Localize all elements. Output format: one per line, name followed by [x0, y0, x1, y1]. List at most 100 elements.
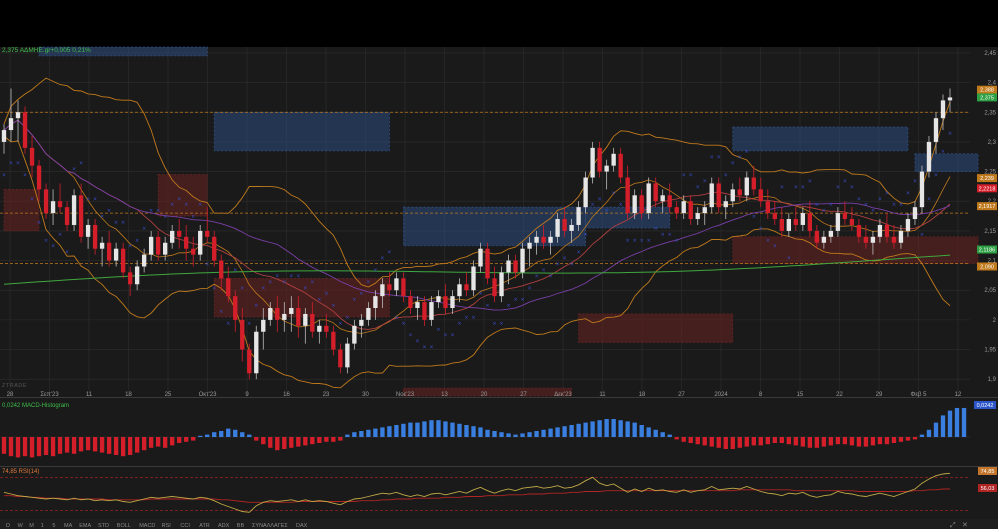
ma50-line — [3, 119, 951, 311]
sar-point: × — [598, 196, 602, 202]
candle-body — [737, 189, 742, 196]
macd-panel — [0, 398, 998, 466]
sar-point: × — [275, 273, 279, 279]
candle-body — [814, 230, 820, 243]
sar-point: × — [219, 309, 223, 315]
macd-bar — [534, 431, 539, 437]
macd-bar — [625, 421, 630, 437]
candle-body — [583, 177, 588, 208]
x-tick-label: 18 — [639, 392, 646, 398]
sar-point: × — [892, 202, 896, 208]
candle-body — [744, 177, 749, 196]
toolbar-item[interactable]: M — [29, 523, 34, 529]
toolbar-item[interactable]: D — [6, 523, 10, 529]
sar-point: × — [331, 303, 335, 309]
sar-point: × — [906, 190, 910, 196]
sar-point: × — [534, 273, 538, 279]
macd-bar — [821, 437, 827, 447]
candle-body — [618, 153, 623, 178]
toolbar-item[interactable]: ADX — [218, 523, 230, 529]
candle-body — [688, 201, 693, 220]
candle-body — [457, 284, 462, 297]
macd-bar — [926, 429, 932, 437]
candle-body — [604, 165, 609, 172]
macd-bar — [177, 437, 182, 443]
zone-support — [157, 174, 208, 217]
macd-bar — [933, 422, 939, 437]
expand-icon[interactable]: ⤢ — [950, 522, 956, 529]
macd-bar — [478, 427, 483, 437]
toolbar-item[interactable]: RSI — [162, 523, 172, 529]
sar-point: × — [254, 303, 258, 309]
candle-body — [50, 201, 56, 214]
x-tick-label: 28 — [7, 392, 14, 398]
candle-body — [338, 349, 343, 368]
candle-body — [534, 236, 539, 243]
toolbar-item[interactable]: EMA — [79, 523, 91, 529]
sar-point: × — [759, 226, 763, 232]
sar-point: × — [541, 267, 545, 273]
zone-support — [213, 277, 390, 318]
x-tick-label: 16 — [283, 392, 290, 398]
toolbar-item[interactable]: W — [18, 523, 24, 529]
candle-body — [597, 147, 602, 172]
toolbar-item[interactable]: MA — [64, 523, 73, 529]
sar-point: × — [170, 202, 174, 208]
macd-bar — [898, 437, 904, 442]
toolbar-item[interactable]: CCI — [180, 523, 190, 529]
candle-body — [562, 219, 567, 231]
sar-point: × — [605, 208, 609, 214]
toolbar-items[interactable]: D W M 1 5 MA EMA STD BOLL MACD RSI CCI ATR ADX BB ΣΥΝΑΛ… — [6, 523, 308, 529]
candle-body — [527, 242, 532, 249]
toolbar-item[interactable]: STD — [98, 523, 109, 529]
macd-bar — [296, 437, 301, 447]
sar-point: × — [142, 226, 146, 232]
macd-bar — [660, 432, 665, 437]
candle-body — [590, 147, 595, 178]
toolbar-item[interactable]: BOLL — [117, 523, 131, 529]
rsi-tag — [978, 467, 997, 475]
toolbar-item[interactable]: 5 — [52, 523, 55, 529]
candle-body — [786, 219, 792, 231]
sar-point: × — [717, 155, 721, 161]
sar-point: × — [731, 161, 735, 167]
close-icon[interactable]: ✕ — [962, 522, 968, 529]
toolbar-item[interactable]: DAX — [296, 523, 308, 529]
candle-body — [541, 236, 546, 243]
sar-point: × — [471, 315, 475, 321]
candle-body — [919, 171, 925, 208]
candle-body — [793, 219, 799, 225]
macd-bar — [576, 423, 581, 437]
sar-point: × — [885, 190, 889, 196]
macd-bar — [702, 437, 707, 446]
toolbar-item[interactable]: 1 — [41, 523, 44, 529]
y-tick-label: 2,15 — [984, 229, 996, 235]
candle-body — [212, 236, 217, 261]
candle-body — [247, 349, 252, 374]
candle-body — [639, 195, 644, 214]
price-tag-text: 2,239 — [980, 176, 994, 182]
macd-bar — [597, 420, 602, 437]
macd-bar — [303, 437, 308, 446]
candle-body — [912, 207, 918, 220]
macd-bar — [71, 437, 77, 454]
candle-body — [85, 224, 91, 237]
sar-point: × — [689, 173, 693, 179]
sar-point: × — [513, 297, 517, 303]
macd-bar — [233, 429, 238, 437]
sar-point: × — [724, 173, 728, 179]
sar-point: × — [317, 297, 321, 303]
candle-body — [905, 219, 911, 231]
sar-point: × — [282, 279, 286, 285]
candle-body — [611, 153, 616, 166]
candle-body — [751, 177, 756, 190]
toolbar-item[interactable]: MACD — [139, 523, 155, 529]
candle-body — [947, 97, 953, 101]
toolbar-item[interactable]: ATR — [199, 523, 210, 529]
x-tick-label: 11 — [599, 392, 606, 398]
toolbar-item[interactable]: BB — [237, 523, 245, 529]
macd-bar — [849, 437, 855, 446]
rsi-label: 74,85 RSI(14) — [2, 469, 39, 475]
toolbar-item[interactable]: ΣΥΝΑΛΛΑΓΕΣ — [252, 523, 288, 529]
